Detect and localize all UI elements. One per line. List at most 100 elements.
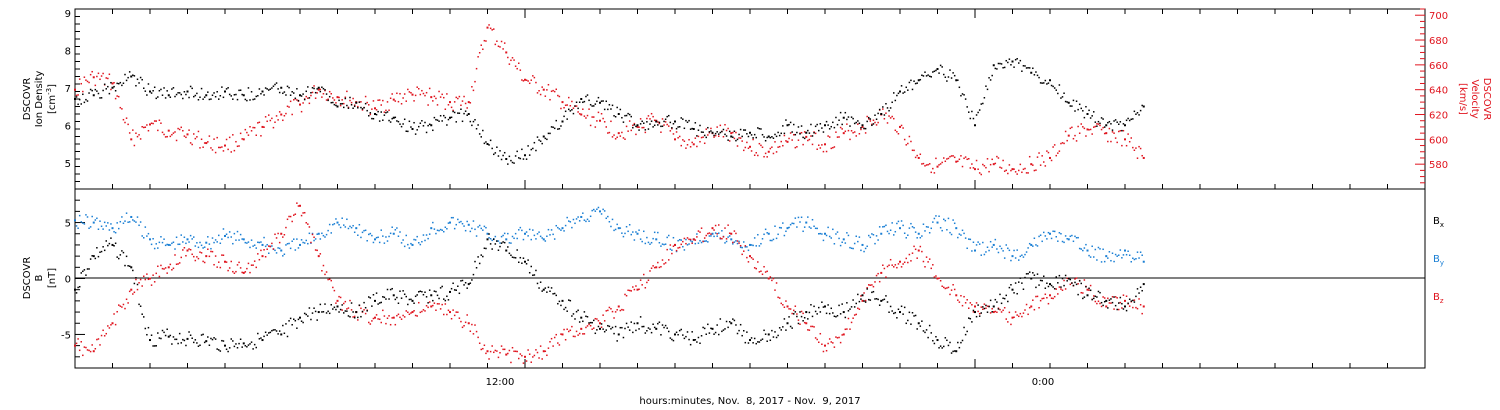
point-By [511,235,514,238]
point-Bz [1114,296,1117,298]
point-Bx [675,331,678,334]
point-By [507,232,509,235]
point-velocity [455,96,457,99]
point-By [160,236,162,238]
point-Bz [92,350,95,353]
point-Bx [1000,302,1003,305]
point-density [675,127,678,130]
point-velocity [739,137,742,139]
point-By [636,232,639,235]
point-density [464,110,467,112]
point-Bx [436,294,439,297]
point-velocity [149,123,151,126]
point-density [1132,118,1134,120]
point-Bz [516,350,518,353]
point-Bx [758,341,761,343]
point-Bx [324,303,326,305]
point-velocity [644,131,647,134]
point-density [553,127,556,130]
point-velocity [602,117,604,120]
point-By [666,236,668,239]
point-Bx [825,312,828,315]
point-Bx [439,287,442,289]
point-velocity [818,144,820,146]
point-Bz [116,310,118,313]
point-Bz [122,303,125,306]
point-Bx [325,312,328,314]
point-Bz [447,309,450,312]
point-Bx [514,257,517,259]
point-Bx [485,247,487,250]
point-By [293,238,295,240]
point-Bz [1121,307,1123,309]
point-Bz [1021,315,1023,318]
point-velocity [497,45,500,48]
point-density [632,126,634,129]
point-Bz [916,257,918,259]
point-Bz [597,319,600,322]
point-Bz [149,277,151,280]
point-Bx [1132,299,1134,302]
point-By [944,219,947,222]
point-By [193,236,195,238]
point-By [891,222,893,224]
point-Bz [555,333,557,336]
point-density [718,133,720,135]
point-density [453,111,456,114]
point-Bx [133,282,136,285]
point-Bx [357,316,359,319]
x-tick-label-0000: 0:00 [1032,377,1054,388]
point-velocity [758,142,761,145]
point-Bx [122,251,125,254]
point-density [1114,119,1117,121]
point-velocity [652,115,654,118]
point-Bz [1093,295,1095,297]
point-By [467,223,470,226]
point-By [799,221,801,223]
point-By [346,218,348,221]
point-velocity [430,96,433,99]
point-Bx [422,293,425,296]
point-Bx [602,328,604,330]
point-density [113,85,115,88]
point-Bz [1105,305,1108,308]
point-density [766,136,768,139]
point-velocity [83,76,86,78]
point-density [246,99,248,102]
point-Bx [783,318,786,320]
point-By [132,219,134,221]
point-density [1135,113,1137,115]
point-Bz [689,238,692,241]
point-Bz [133,291,136,294]
point-velocity [1096,123,1098,125]
point-Bx [377,303,379,305]
point-Bz [944,287,947,290]
point-Bz [972,311,975,313]
point-Bz [403,316,406,318]
point-Bx [797,322,800,325]
point-Bz [866,286,868,289]
point-Bz [160,264,162,267]
point-density [396,120,398,122]
point-By [1124,249,1126,252]
point-By [599,210,601,213]
point-Bx [157,332,159,334]
point-velocity [471,86,473,88]
point-Bz [78,349,81,352]
point-By [349,225,351,228]
point-Bx [949,341,951,344]
point-density [89,88,92,91]
point-velocity [980,173,982,176]
point-density [244,98,247,101]
point-Bx [242,342,245,345]
point-density [125,79,128,82]
point-density [713,134,715,137]
point-Bx [633,322,636,325]
point-Bx [727,326,729,329]
point-velocity [900,124,903,127]
point-Bx [869,299,872,301]
point-Bx [866,288,868,290]
point-By [486,232,489,235]
point-density [203,96,206,98]
point-velocity [202,146,204,148]
